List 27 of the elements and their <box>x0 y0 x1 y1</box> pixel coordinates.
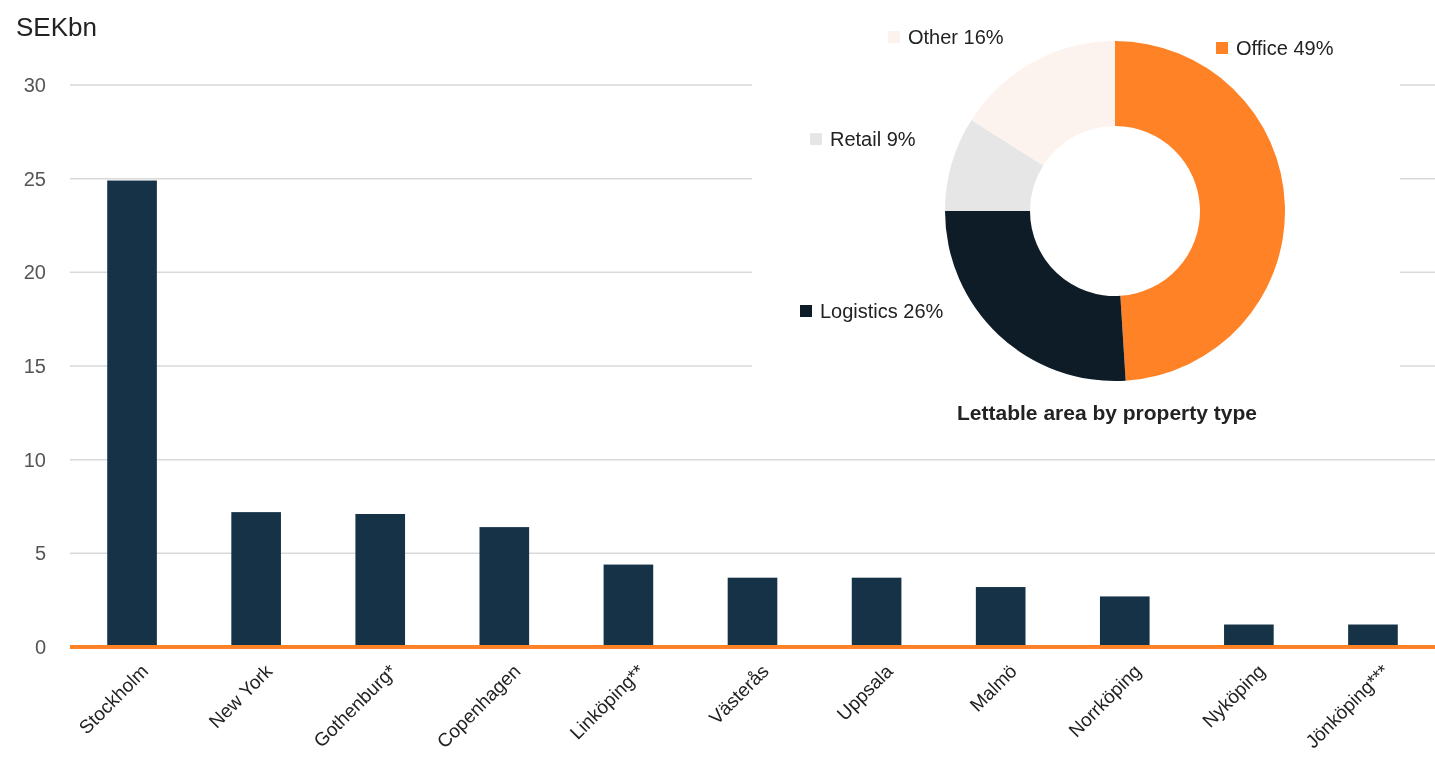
bar <box>975 587 1026 647</box>
legend-label: Logistics 26% <box>820 300 944 322</box>
bar <box>603 564 654 647</box>
bar <box>1099 596 1150 647</box>
bar <box>851 577 902 647</box>
text: Lettable area by property type <box>957 401 1257 425</box>
bar <box>355 513 406 647</box>
y-tick-label: 5 <box>34 542 46 565</box>
y-tick-label: 0 <box>34 636 46 658</box>
y-tick-label: 25 <box>23 167 46 190</box>
donut-slice <box>1115 41 1285 381</box>
y-tick-label: 15 <box>23 355 46 377</box>
bar <box>1224 624 1274 647</box>
bar <box>107 180 157 647</box>
y-tick-label: 10 <box>23 448 46 471</box>
legend-label: Retail 9% <box>830 128 916 150</box>
donut-slice <box>945 211 1126 381</box>
legend-label: Office 49% <box>1236 37 1334 59</box>
y-axis-title: SEKbn <box>16 12 97 42</box>
bar <box>231 512 281 647</box>
y-tick-label: 20 <box>23 261 46 284</box>
legend-label: Other 16% <box>908 26 1004 48</box>
bar <box>479 527 530 647</box>
donut-slice <box>945 119 1044 211</box>
y-tick-label: 30 <box>23 74 46 96</box>
bar <box>727 577 778 647</box>
bar <box>1348 624 1398 647</box>
